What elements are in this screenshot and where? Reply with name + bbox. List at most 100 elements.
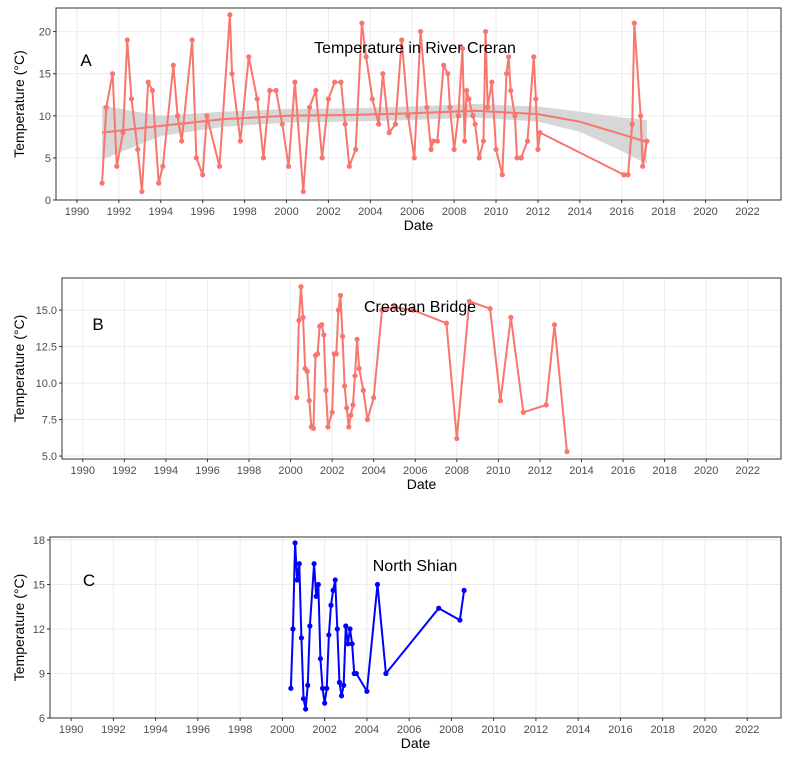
data-point bbox=[441, 62, 447, 68]
y-tick-label: 10 bbox=[39, 111, 51, 123]
x-tick-label: 2012 bbox=[524, 724, 548, 736]
x-tick-label: 2012 bbox=[528, 465, 552, 477]
data-point bbox=[341, 682, 347, 688]
data-point bbox=[307, 623, 313, 629]
x-axis-title: Date bbox=[407, 476, 437, 492]
data-point bbox=[330, 587, 336, 594]
data-point bbox=[229, 71, 235, 77]
panel-letter: A bbox=[80, 51, 92, 70]
data-point bbox=[344, 405, 350, 411]
data-point bbox=[315, 581, 321, 588]
data-point bbox=[503, 71, 510, 77]
data-point bbox=[447, 104, 453, 110]
x-tick-label: 2000 bbox=[278, 465, 302, 477]
chart-panel-b: 5.0 7.5 10.0 12.5 15.0 1990 1992 1994 1996 1998 20… bbox=[11, 277, 782, 492]
data-point bbox=[543, 402, 549, 408]
panel-border bbox=[55, 7, 782, 201]
x-tick-label: 2020 bbox=[693, 724, 717, 736]
x-tick-label: 2016 bbox=[611, 465, 635, 477]
data-point bbox=[156, 180, 162, 186]
data-point bbox=[109, 71, 116, 77]
x-tick-label: 2016 bbox=[608, 724, 632, 736]
x-tick-label: 1996 bbox=[186, 724, 210, 736]
x-tick-label: 2008 bbox=[445, 465, 469, 477]
data-point bbox=[343, 623, 349, 629]
x-tick-label: 2018 bbox=[650, 724, 674, 736]
x-tick-label: 2004 bbox=[361, 465, 385, 477]
y-tick-label: 20 bbox=[39, 27, 51, 39]
x-tick-label: 1998 bbox=[228, 724, 252, 736]
x-tick-label: 1990 bbox=[71, 465, 95, 477]
data-point bbox=[237, 138, 243, 144]
y-tick-label: 18 bbox=[33, 535, 45, 547]
data-point bbox=[294, 395, 300, 401]
data-point bbox=[310, 425, 317, 431]
data-point bbox=[360, 387, 366, 393]
data-point bbox=[512, 113, 518, 119]
x-tick-label: 2014 bbox=[566, 724, 590, 736]
x-tick-label: 2018 bbox=[652, 465, 676, 477]
data-point bbox=[457, 617, 463, 623]
data-point bbox=[514, 155, 520, 161]
data-point bbox=[347, 626, 353, 632]
data-point bbox=[459, 45, 466, 52]
data-point bbox=[227, 12, 233, 18]
data-point bbox=[317, 656, 324, 662]
data-point bbox=[149, 87, 155, 94]
data-point bbox=[296, 561, 302, 567]
panel-border bbox=[49, 536, 782, 719]
data-point bbox=[325, 96, 331, 102]
data-point bbox=[445, 71, 451, 77]
x-tick-label: 2004 bbox=[358, 206, 382, 218]
chart-panel-c: 6 9 12 15 18 1990 1992 1994 1996 1998 2000 2002 2004… bbox=[11, 535, 782, 751]
x-axis-title: Date bbox=[404, 217, 434, 233]
data-point bbox=[493, 146, 499, 153]
x-tick-label: 2020 bbox=[693, 206, 717, 218]
data-point bbox=[319, 322, 325, 328]
x-tick-label: 2012 bbox=[526, 206, 550, 218]
x-tick-label: 2020 bbox=[694, 465, 718, 477]
x-tick-label: 1996 bbox=[195, 465, 219, 477]
y-tick-label: 5 bbox=[45, 153, 51, 165]
chart-panel-a: 0 5 10 15 20 1990 1992 1994 1996 1998 2000 2002 2004… bbox=[11, 7, 782, 233]
x-tick-label: 2014 bbox=[568, 206, 592, 218]
x-tick-label: 1998 bbox=[237, 465, 261, 477]
data-point bbox=[306, 104, 313, 110]
data-point bbox=[638, 113, 644, 119]
data-point bbox=[338, 79, 344, 85]
data-point bbox=[436, 605, 442, 611]
data-point bbox=[170, 62, 176, 68]
x-tick-label: 2000 bbox=[274, 206, 298, 218]
x-tick-label: 2022 bbox=[736, 465, 760, 477]
x-tick-label: 2000 bbox=[270, 724, 294, 736]
data-point bbox=[339, 333, 346, 339]
x-axis-title: Date bbox=[401, 735, 431, 751]
data-point bbox=[337, 292, 344, 299]
data-point bbox=[379, 307, 385, 313]
data-point bbox=[410, 307, 416, 313]
panel-letter: B bbox=[92, 315, 103, 334]
data-point bbox=[508, 314, 514, 321]
data-point bbox=[288, 685, 294, 691]
data-point bbox=[200, 172, 206, 178]
data-point bbox=[369, 96, 376, 102]
y-axis-title: Temperature (°C) bbox=[11, 574, 27, 682]
data-point bbox=[348, 412, 354, 418]
x-tick-label: 2010 bbox=[484, 206, 508, 218]
data-point bbox=[120, 130, 126, 136]
data-point bbox=[304, 368, 310, 375]
data-point bbox=[290, 626, 296, 632]
data-point bbox=[319, 685, 326, 691]
data-point bbox=[174, 113, 181, 119]
data-point bbox=[332, 577, 338, 583]
data-point bbox=[349, 641, 355, 647]
data-point bbox=[464, 87, 470, 94]
x-tick-label: 2018 bbox=[651, 206, 675, 218]
data-point bbox=[300, 696, 307, 702]
panel-border bbox=[61, 277, 782, 460]
data-point bbox=[631, 20, 637, 26]
x-tick-label: 2008 bbox=[442, 206, 466, 218]
data-point bbox=[391, 304, 398, 310]
data-point bbox=[434, 138, 440, 144]
data-point bbox=[292, 79, 298, 85]
